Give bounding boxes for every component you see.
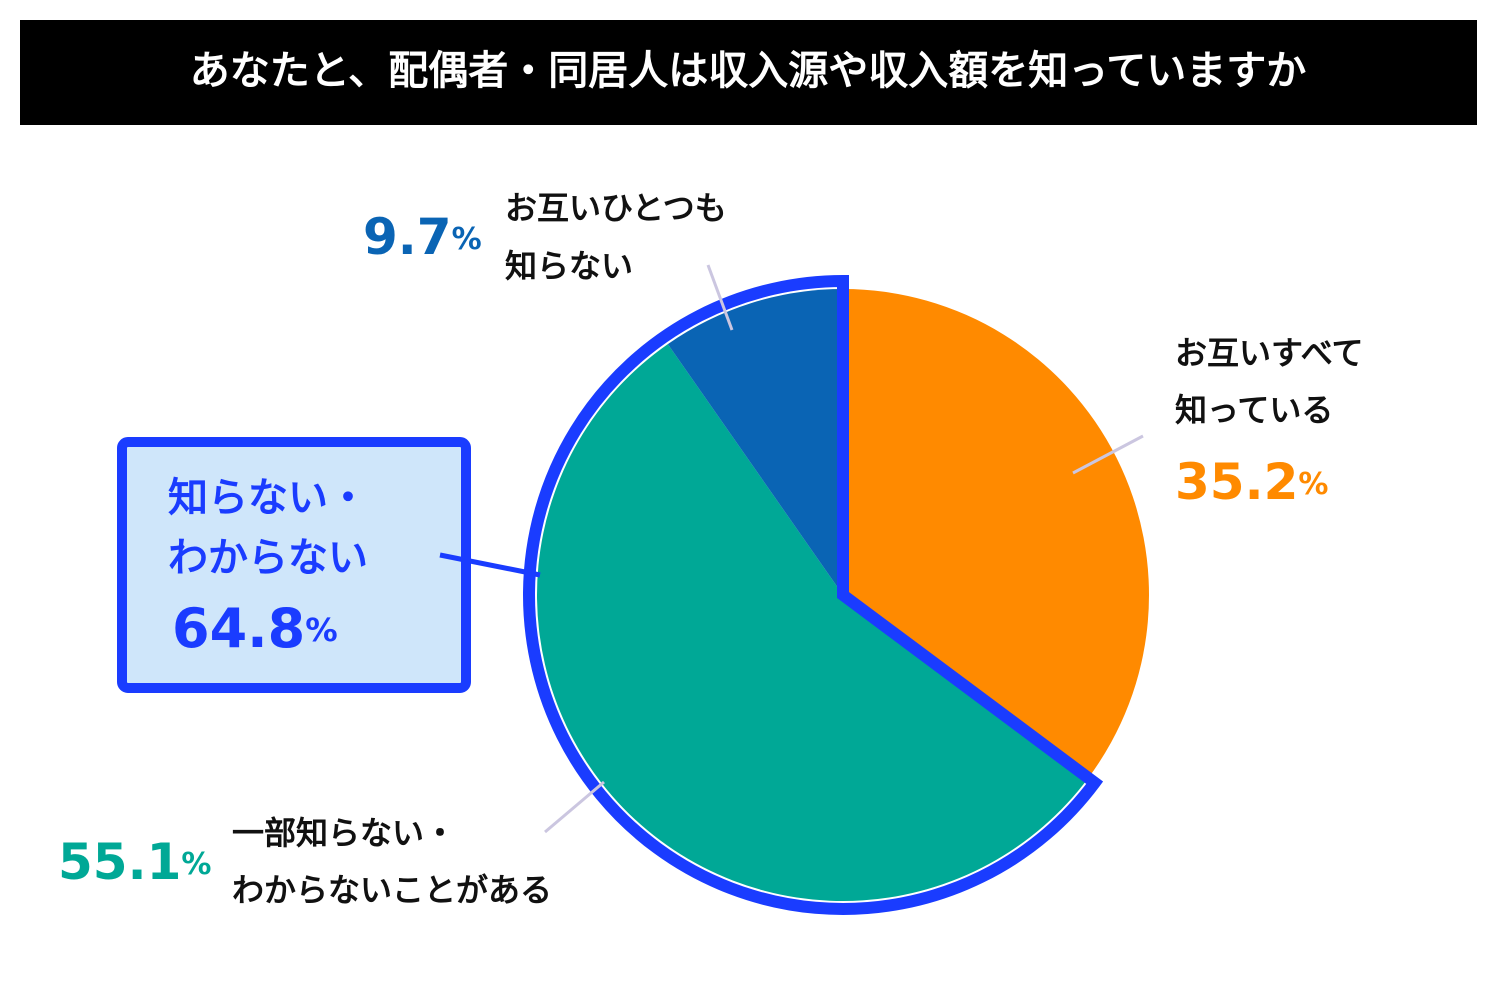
leader-line (706, 264, 734, 331)
value-label: 55.1% (58, 833, 211, 891)
title-bar (20, 20, 1477, 125)
pie-slice (667, 289, 843, 595)
pie-slice (843, 289, 1149, 778)
leader-line (1072, 434, 1144, 475)
value-label: 35.2% (1175, 453, 1328, 511)
highlight-leader (439, 552, 541, 578)
slice-label: わからないことがある (232, 871, 552, 909)
highlight-label: わからない (168, 535, 368, 581)
highlight-box (117, 437, 471, 693)
slice-label: 知っている (1175, 391, 1333, 429)
pie-slice (537, 344, 1089, 901)
leader-line (544, 780, 605, 834)
slice-label: お互いひとつも (505, 189, 727, 227)
slice-label: お互いすべて (1175, 334, 1363, 372)
slice-label: 知らない (505, 247, 633, 285)
value-label: 9.7% (363, 208, 482, 266)
chart-title: あなたと、配偶者・同居人は収入源や収入額を知っていますか (190, 48, 1306, 94)
value-label: 64.8% (172, 597, 338, 660)
highlight-label: 知らない・ (168, 475, 368, 521)
slice-label: 一部知らない・ (232, 814, 456, 852)
highlight-outline (523, 274, 1104, 915)
